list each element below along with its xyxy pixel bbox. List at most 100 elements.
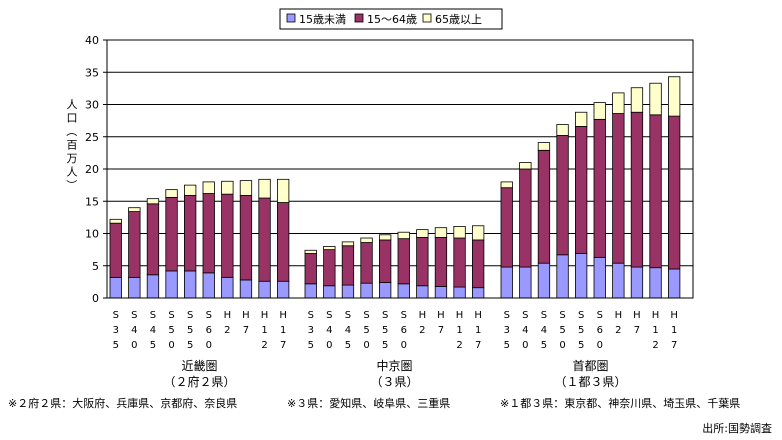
category-label-1-3-0: S [363,310,369,321]
category-label-0-8-2: 2 [261,340,267,351]
category-label-1-5-0: S [401,310,407,321]
bar-2-S45-0 [537,262,551,299]
category-label-2-3-2: 0 [559,340,565,351]
bar-0-H2-0 [221,276,234,299]
bar-0-S40-0 [128,276,141,299]
category-label-1-0-2: 5 [308,340,314,351]
legend-label-2: 65歳以上 [435,13,482,26]
y-tick-label-15: 15 [85,195,99,208]
category-label-1-2-1: 4 [345,325,351,336]
bar-0-H12-1 [258,197,271,282]
bar-0-H7-0 [239,279,253,299]
category-label-2-3-1: 5 [559,325,565,336]
category-label-1-7-0: H [437,310,445,321]
category-label-2-6-0: H [615,310,623,321]
category-label-0-7-1: 7 [243,325,249,336]
category-label-0-1-1: 4 [131,325,137,336]
bar-1-S55-1 [378,239,392,283]
bar-1-H2-0 [416,285,429,299]
category-label-2-9-1: 1 [671,325,677,336]
bar-2-H2-2 [612,92,625,114]
bar-1-S35-2 [304,249,317,254]
legend-label-0: 15歳未満 [299,13,346,26]
bar-1-S55-2 [378,234,392,241]
bar-2-S50-2 [556,124,569,136]
category-label-0-0-0: S [113,310,119,321]
bar-1-S35-0 [304,283,317,299]
bar-2-H7-1 [630,111,644,268]
bar-0-S55-1 [183,195,197,272]
bar-0-S50-2 [165,189,178,198]
y-label-char: 人 [67,166,78,179]
category-label-2-5-1: 6 [597,325,603,336]
bar-0-S45-0 [146,274,160,299]
bar-2-S50-0 [556,254,569,299]
category-label-0-5-2: 0 [206,340,212,351]
category-label-2-8-2: 2 [652,340,658,351]
bar-1-S40-2 [323,245,336,251]
category-label-0-9-0: H [279,310,287,321]
category-label-2-8-0: H [652,310,660,321]
category-label-1-1-1: 4 [326,325,332,336]
bar-0-S50-0 [165,270,178,299]
axes [103,39,694,299]
category-label-1-4-1: 5 [382,325,388,336]
y-label-char: （ [65,126,78,137]
bar-0-S35-2 [109,218,122,224]
bar-2-H7-2 [630,87,644,113]
bar-0-S40-1 [128,211,141,278]
bar-2-S60-1 [593,118,606,258]
bar-0-H12-0 [258,280,271,299]
bar-0-H17-1 [276,202,290,282]
category-label-2-7-0: H [633,310,641,321]
group-subname-2: （１都３県） [554,375,626,389]
category-label-0-8-0: H [261,310,269,321]
group-note-2: ※１都３県：東京都、神奈川県、埼玉県、千葉県 [500,396,740,410]
bar-0-S40-2 [128,207,141,212]
y-axis-label: 人口（百万人） [65,98,78,191]
bar-2-S40-1 [519,168,532,268]
category-label-2-1-0: S [522,310,528,321]
category-label-0-6-0: H [224,310,232,321]
category-label-2-2-2: 5 [541,340,547,351]
bar-0-H17-2 [276,178,290,203]
bars [109,76,681,299]
bar-1-S45-0 [341,284,355,299]
category-label-2-1-2: 0 [522,340,528,351]
bar-2-H2-0 [612,262,625,299]
bar-2-H12-0 [649,267,662,299]
category-label-0-2-2: 5 [150,340,156,351]
category-label-2-3-0: S [559,310,565,321]
bar-1-S60-0 [397,283,410,299]
category-label-1-9-0: H [474,310,482,321]
bar-0-S50-1 [165,196,178,272]
y-tick-label-30: 30 [85,99,99,112]
legend-box [279,8,503,30]
category-label-0-3-0: S [168,310,174,321]
y-tick-label-20: 20 [85,163,99,176]
category-label-1-8-1: 1 [456,325,462,336]
bar-1-S40-1 [323,249,336,287]
category-label-1-7-1: 7 [438,325,444,336]
legend-label-1: 15～64歳 [367,13,417,26]
category-label-1-8-2: 2 [456,340,462,351]
group-name-1: 中京圏 [376,358,412,373]
bar-1-S40-0 [323,285,336,299]
bar-1-S50-2 [360,237,373,243]
category-label-1-6-0: H [419,310,427,321]
bar-1-H7-2 [434,227,448,238]
category-label-2-8-1: 1 [652,325,658,336]
category-label-1-6-1: 2 [419,325,425,336]
category-label-0-1-0: S [131,310,137,321]
bar-2-S60-2 [593,102,606,120]
bar-2-H17-1 [668,115,681,270]
source-note: 出所:国勢調査 [702,421,772,435]
group-subname-1: （３県） [370,375,418,389]
legend-swatch-2 [422,13,432,23]
category-label-0-3-1: 5 [168,325,174,336]
bar-2-S35-1 [500,187,513,268]
category-label-2-2-0: S [541,310,547,321]
bar-0-S55-2 [183,184,197,196]
bar-1-S35-1 [304,253,317,285]
bar-2-S40-2 [519,162,532,170]
